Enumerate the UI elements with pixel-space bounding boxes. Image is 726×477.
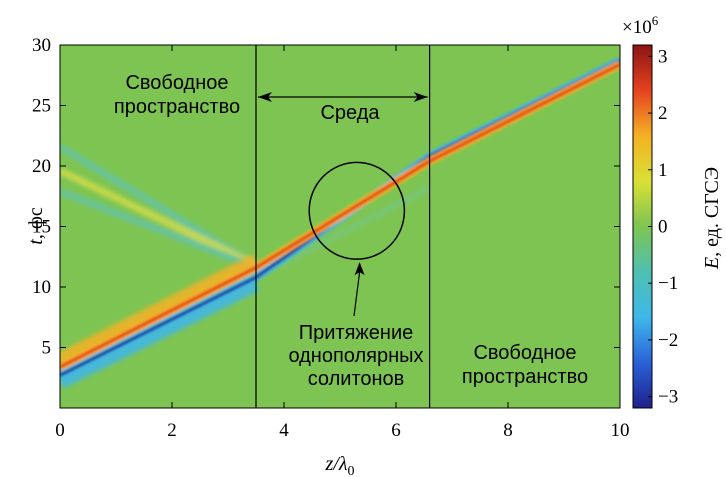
colorbar-label: E, ед. СГСЭ [701,167,723,270]
x-tick-label: 2 [167,420,177,441]
colorbar-tick-label: 2 [658,103,668,124]
radiation-stripe [60,167,258,269]
free-space-right-line2: пространство [462,366,588,388]
colorbar-tick-label: −1 [658,273,678,294]
attraction-line2: однополярных [288,345,423,367]
radiation-stripe [60,143,258,269]
x-axis-label-main: z/λ [324,453,347,475]
ticks-layer: 0 2 4 6 8 10 5 10 15 20 25 30 [32,35,630,441]
colorbar-tick-label: 0 [658,217,668,238]
medium-arrow-head-left [258,92,272,103]
colorbar-tick-label: 1 [658,160,668,181]
colorbar-tick-label: −3 [658,387,678,408]
y-axis-label: t, фс [25,207,47,245]
attraction-line1: Притяжение [299,322,414,344]
attraction-circle [308,161,406,260]
y-axis-label-unit: , фс [25,207,47,239]
medium-label: Среда [320,102,380,124]
free-space-left-line1: Свободное [125,72,228,94]
soliton-cores [60,57,620,379]
free-space-right-line1: Свободное [473,342,576,364]
colorbar-tick-label: 3 [658,46,668,67]
soliton-halos [60,254,260,389]
colorbar-multiplier-base: ×10 [622,17,652,38]
y-tick-label: 30 [32,35,51,56]
attraction-pointer-line [353,272,361,317]
colorbar-tick-label: −2 [658,330,678,351]
positive-halo [60,254,260,368]
radiation-stripe [60,188,258,271]
svg-text:t, фс: t, фс [25,207,47,245]
y-tick-label: 20 [32,156,51,177]
attraction-pointer-head [354,262,365,276]
y-axis-label-main: t [25,239,47,245]
medium-arrow-head-right [413,92,428,103]
x-axis-label: z/λ0 [324,453,354,477]
x-tick-label: 10 [611,420,630,441]
free-space-left-line2: пространство [114,96,240,118]
y-tick-label: 5 [42,338,52,359]
x-tick-label: 4 [279,420,289,441]
medium-stripe [254,185,431,280]
svg-text:E, ед. СГСЭ: E, ед. СГСЭ [701,167,723,270]
x-axis-label-sub: 0 [348,464,355,477]
y-tick-label: 10 [32,277,51,298]
negative-halo [60,276,260,389]
y-tick-label: 25 [32,96,51,117]
colorbar-multiplier: ×106 [622,13,659,38]
x-tick-label: 0 [55,420,65,441]
field-layer [60,45,620,408]
y-tick-label: 15 [32,217,51,238]
x-tick-label: 6 [391,420,401,441]
soliton-positive-core [60,62,620,369]
plot-area: 0 2 4 6 8 10 5 10 15 20 25 30 [32,35,630,441]
colorbar: 3 2 1 0 −1 −2 −3 ×106 E, ед. СГСЭ [622,13,723,409]
annotations: Свободное пространство Среда Притяжение … [114,72,588,390]
colorbar-label-unit: , ед. СГСЭ [701,167,723,257]
attraction-line3: солитонов [308,368,405,390]
colorbar-multiplier-exp: 6 [652,13,659,28]
colorbar-ticks: 3 2 1 0 −1 −2 −3 [648,46,678,408]
x-tick-label: 8 [503,420,513,441]
colorbar-label-main: E [701,257,723,270]
